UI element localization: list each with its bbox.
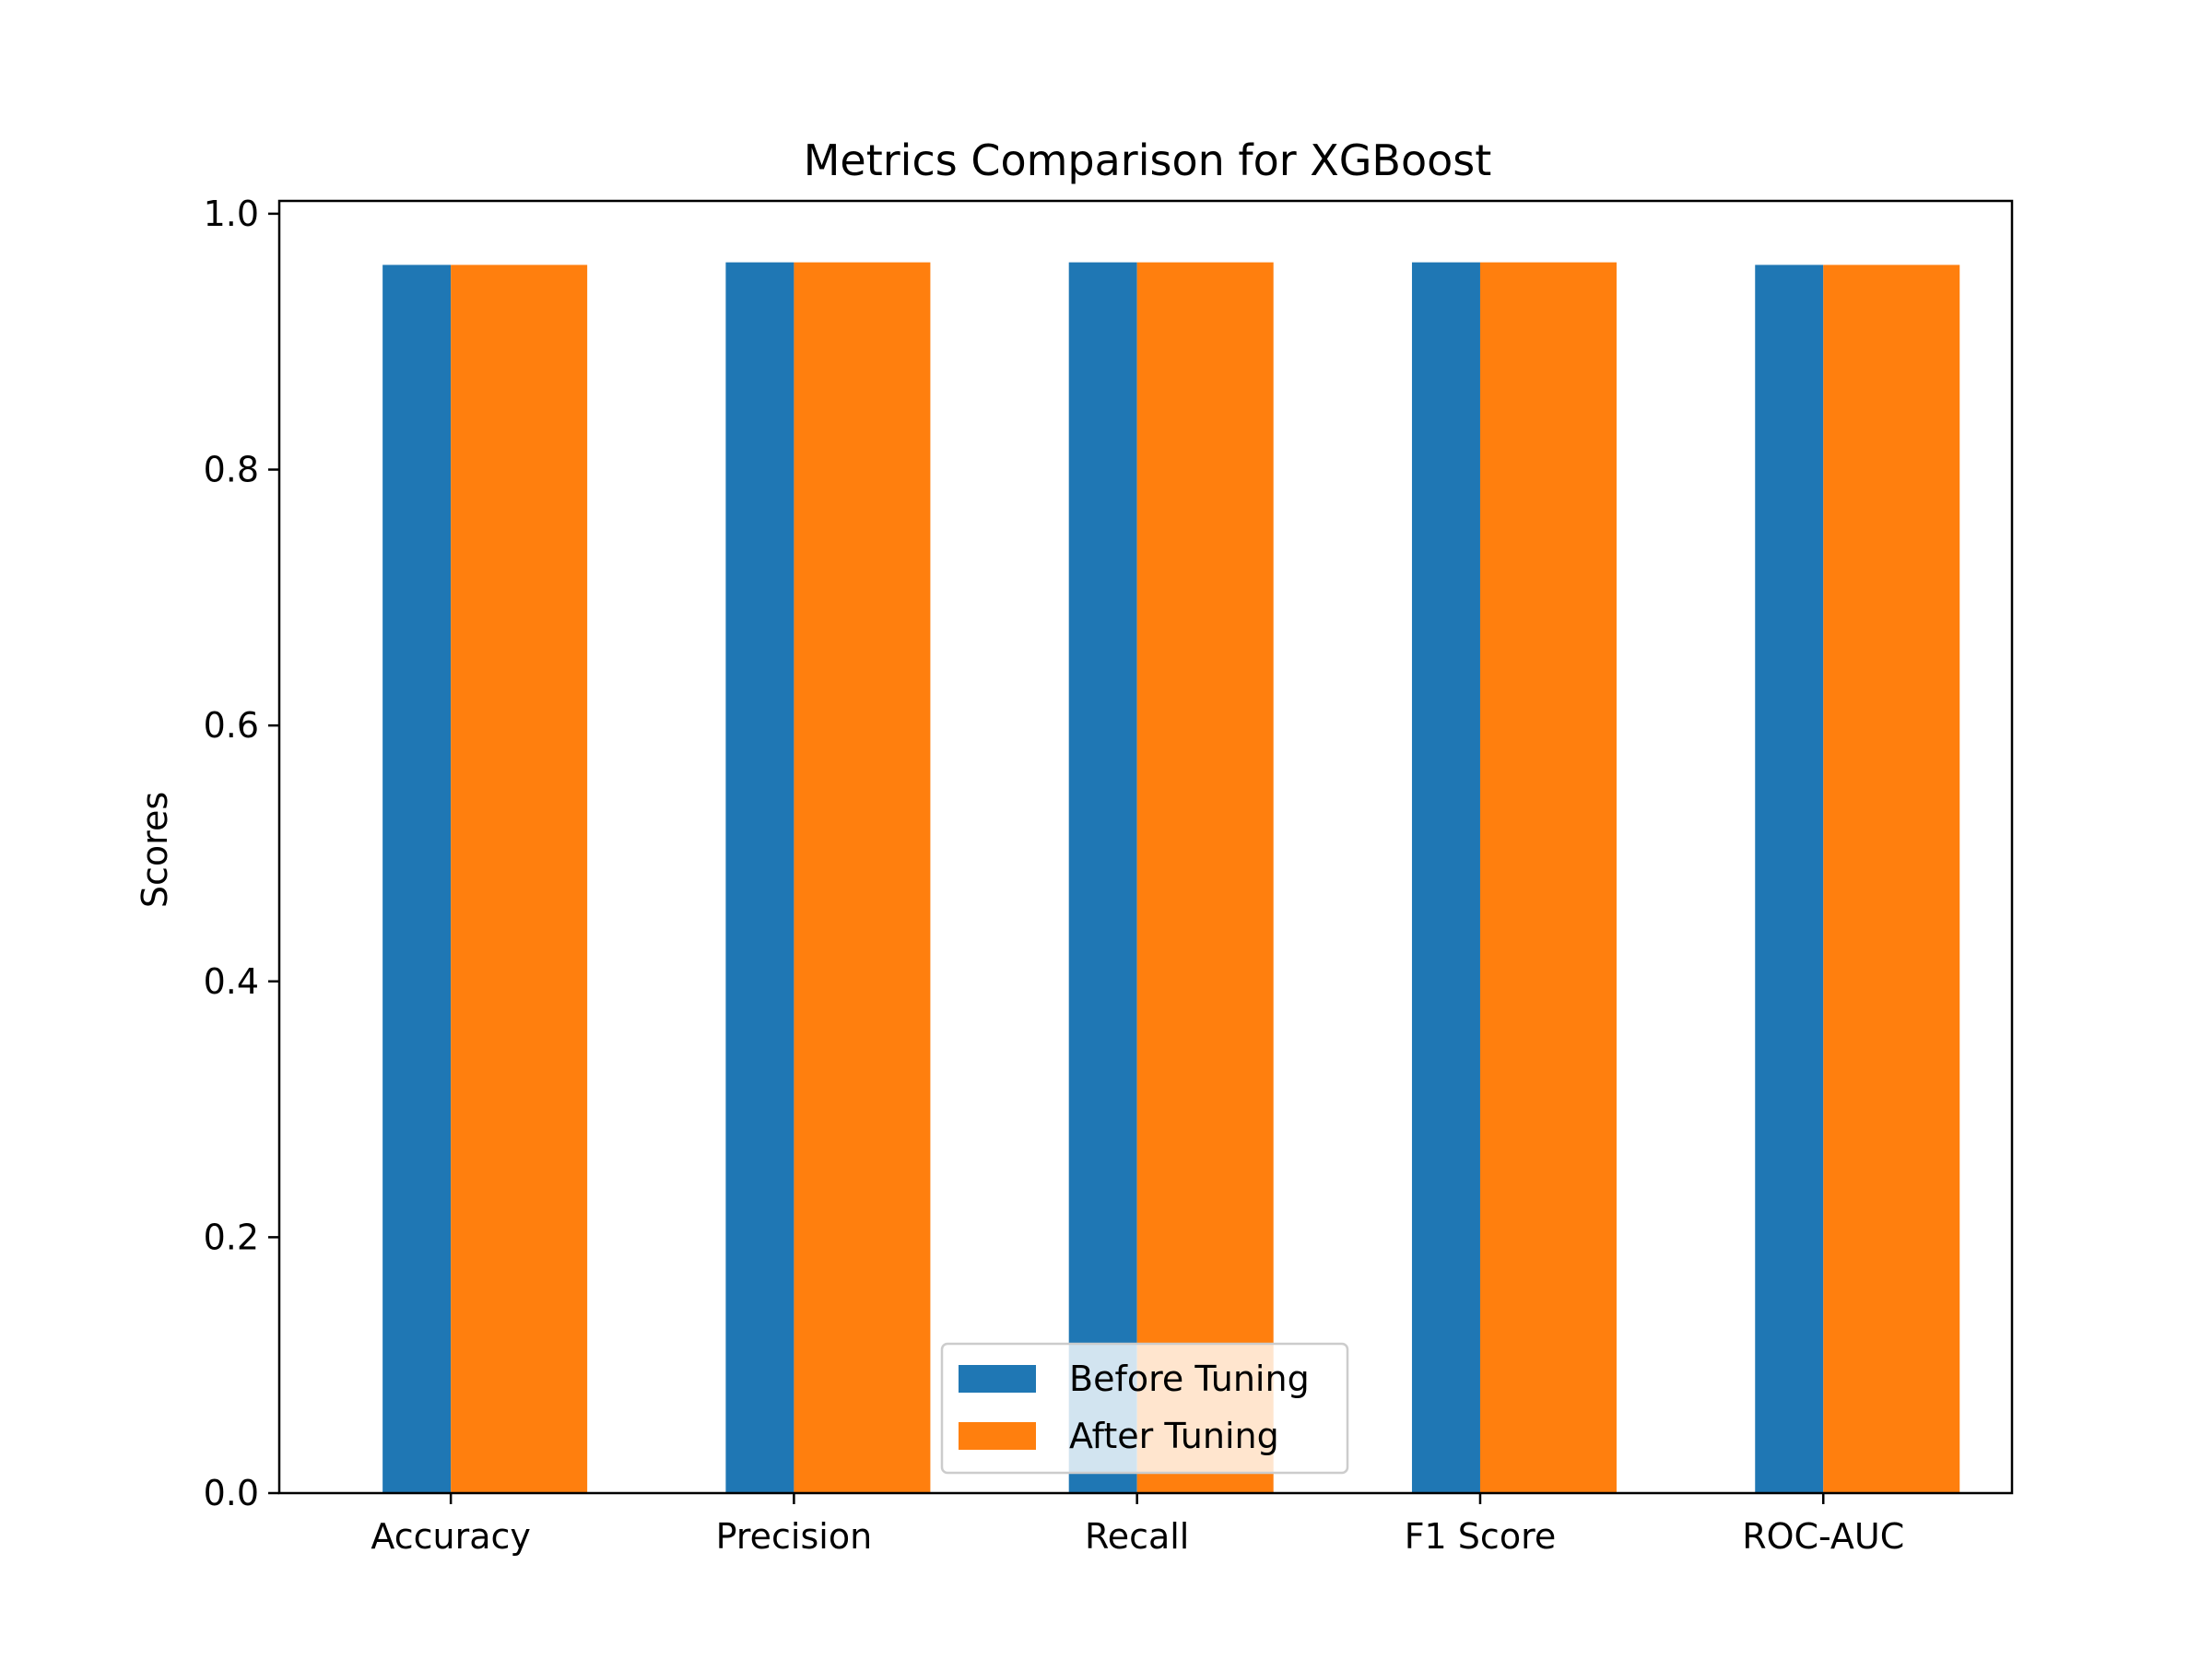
bar-after-tuning-f1-score — [1479, 262, 1617, 1494]
y-tick-label: 0.4 — [204, 961, 259, 1002]
bar-before-tuning-accuracy — [382, 265, 452, 1493]
x-axis: Accuracy Precision Recall F1 Score ROC-AUC — [371, 1493, 1904, 1557]
plot-frame — [277, 199, 2014, 1495]
legend-box — [940, 1342, 1349, 1475]
legend-label-after-tuning: After Tuning — [1069, 1416, 1279, 1456]
bar-after-tuning-roc-auc — [1823, 265, 1960, 1493]
y-axis-label: Scores — [135, 792, 175, 908]
y-tick-label: 0.6 — [204, 705, 259, 746]
y-axis: 0.0 0.2 0.4 0.6 0.8 1.0 — [204, 194, 279, 1513]
x-tick-label-precision: Precision — [716, 1516, 873, 1557]
y-tick-label: 0.8 — [204, 450, 259, 490]
y-tick-label: 1.0 — [204, 194, 259, 234]
y-tick-label: 0.0 — [204, 1473, 259, 1513]
bar-before-tuning-roc-auc — [1755, 265, 1824, 1493]
bars-group — [382, 262, 1960, 1494]
y-tick-label: 0.2 — [204, 1217, 259, 1257]
x-tick-label-f1-score: F1 Score — [1405, 1516, 1557, 1557]
bar-before-tuning-f1-score — [1411, 262, 1480, 1494]
x-tick-label-recall: Recall — [1085, 1516, 1189, 1557]
bar-before-tuning-precision — [725, 262, 794, 1494]
legend-label-before-tuning: Before Tuning — [1069, 1359, 1310, 1399]
legend-swatch-after-tuning — [959, 1422, 1036, 1450]
bar-after-tuning-accuracy — [451, 265, 588, 1493]
bar-after-tuning-precision — [794, 262, 931, 1494]
bar-after-tuning-recall — [1136, 262, 1274, 1494]
bar-before-tuning-recall — [1068, 262, 1137, 1494]
chart-title: Metrics Comparison for XGBoost — [804, 135, 1492, 185]
legend-swatch-before-tuning — [959, 1365, 1036, 1393]
x-tick-label-roc-auc: ROC-AUC — [1742, 1516, 1904, 1557]
legend: Before Tuning After Tuning — [940, 1342, 1349, 1475]
x-tick-label-accuracy: Accuracy — [371, 1516, 531, 1557]
